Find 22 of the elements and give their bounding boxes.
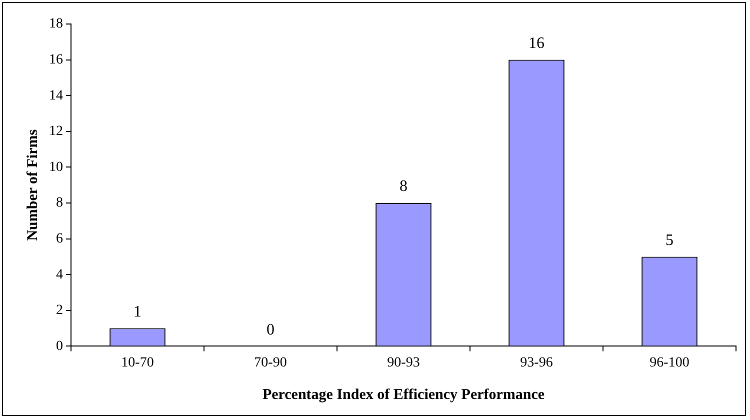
x-tick-label: 90-93 — [387, 355, 420, 370]
y-tick-label: 10 — [49, 160, 63, 175]
data-label: 0 — [266, 321, 274, 338]
y-tick-label: 14 — [49, 88, 63, 104]
y-tick-label: 18 — [49, 16, 63, 32]
x-tick-label: 93-96 — [520, 355, 553, 370]
y-tick-label: 6 — [56, 231, 63, 246]
y-tick-label: 0 — [56, 338, 63, 354]
y-tick-label: 12 — [49, 124, 63, 140]
data-label: 16 — [528, 35, 544, 52]
x-tick-label: 96-100 — [650, 355, 690, 370]
x-tick-label: 10-70 — [121, 355, 154, 370]
y-axis-title: Number of Firms — [24, 129, 41, 241]
y-tick-label: 4 — [56, 267, 63, 282]
y-tick-label: 16 — [49, 52, 63, 68]
y-tick-label: 2 — [56, 303, 63, 318]
data-label: 1 — [134, 304, 142, 321]
data-label: 5 — [666, 232, 674, 249]
data-label: 8 — [400, 178, 408, 196]
x-tick-label: 70-90 — [254, 355, 287, 370]
y-tick-label: 8 — [56, 196, 63, 211]
x-axis-title: Percentage Index of Efficiency Performance — [262, 386, 545, 403]
